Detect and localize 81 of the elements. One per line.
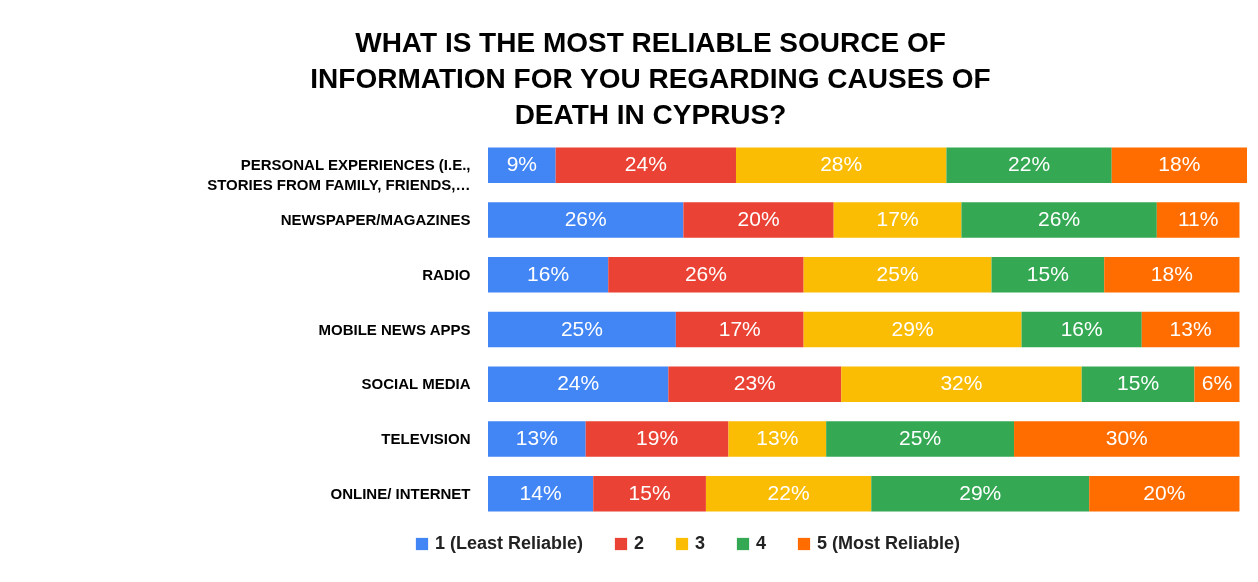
data-label: 18% (1158, 152, 1201, 176)
y-tick-label: MOBILE NEWS APPS (318, 320, 471, 338)
data-label: 24% (624, 152, 667, 176)
data-label: 29% (891, 316, 934, 340)
data-label: 15% (628, 480, 671, 504)
data-label: 26% (564, 207, 607, 231)
bar (1104, 256, 1240, 293)
bar (675, 311, 804, 348)
data-label: 30% (1105, 425, 1148, 449)
data-label: 25% (876, 261, 919, 285)
bar (961, 202, 1157, 238)
y-tick-label: RADIO (422, 265, 471, 283)
data-label: 13% (515, 425, 558, 449)
data-label: 13% (1169, 316, 1212, 340)
bar (488, 202, 684, 238)
data-label: 20% (1143, 480, 1186, 504)
bar (991, 256, 1105, 293)
y-tick-label: PERSONAL EXPERIENCES (I.E., STORIES FROM FAMILY, FRIENDS,… (207, 156, 471, 194)
bar (1156, 202, 1240, 238)
bar (585, 421, 729, 457)
data-label: 20% (737, 207, 780, 231)
bar (1021, 311, 1142, 348)
bar (683, 202, 834, 238)
data-label: 18% (1150, 261, 1193, 285)
data-label: 16% (527, 261, 570, 285)
bar (705, 475, 872, 512)
bar (1111, 147, 1247, 184)
data-label: 17% (718, 316, 761, 340)
bar (946, 147, 1112, 184)
y-tick-label: NEWSPAPER/MAGAZINES (280, 211, 471, 229)
bar (488, 256, 609, 293)
legend-label: 1 (Least Reliable) (435, 533, 584, 553)
bar (488, 311, 676, 348)
y-tick-label: TELEVISION (381, 429, 471, 447)
data-label: 26% (684, 261, 727, 285)
bar (593, 475, 706, 512)
data-label: 6% (1201, 371, 1233, 395)
data-label: 29% (959, 480, 1002, 504)
data-label: 23% (733, 371, 776, 395)
data-label: 26% (1038, 207, 1081, 231)
bar (735, 147, 947, 184)
y-tick-label: ONLINE/ INTERNET (330, 484, 471, 502)
bar (488, 366, 669, 403)
data-label: 16% (1060, 316, 1103, 340)
data-label: 17% (876, 207, 919, 231)
bar (668, 366, 842, 403)
data-label: 28% (820, 152, 863, 176)
data-label: 25% (560, 316, 603, 340)
data-label: 11% (1177, 207, 1219, 231)
data-label: 19% (636, 425, 679, 449)
bar (826, 421, 1015, 457)
bar (488, 421, 586, 457)
chart-title: WHAT IS THE MOST RELIABLE SOURCE OF INFORMATION FOR YOU REGARDING CAUSES OF DEATH IN CYPRUS? (310, 27, 991, 130)
legend-label: 5 (Most Reliable) (817, 533, 961, 553)
data-label: 13% (756, 425, 799, 449)
bar (1081, 366, 1195, 403)
bar (871, 475, 1090, 512)
bar (555, 147, 736, 184)
bar (488, 475, 594, 512)
bar (1014, 421, 1240, 457)
legend-label: 2 (634, 533, 645, 553)
data-label: 9% (506, 152, 537, 176)
bar (833, 202, 962, 238)
data-label: 32% (940, 371, 983, 395)
data-label: 25% (899, 425, 942, 449)
data-label: 15% (1117, 371, 1160, 395)
data-label: 22% (1008, 152, 1051, 176)
data-label: 15% (1026, 261, 1069, 285)
bar (728, 421, 827, 457)
bar (803, 256, 992, 293)
y-tick-label: SOCIAL MEDIA (361, 375, 471, 393)
data-label: 22% (767, 480, 810, 504)
bar (488, 147, 556, 184)
data-label: 14% (519, 480, 562, 504)
legend-label: 4 (756, 533, 767, 553)
bar (841, 366, 1082, 403)
bar (803, 311, 1022, 348)
bar (608, 256, 804, 293)
data-label: 24% (557, 371, 600, 395)
legend-label: 3 (695, 533, 706, 553)
bar (1089, 475, 1240, 512)
